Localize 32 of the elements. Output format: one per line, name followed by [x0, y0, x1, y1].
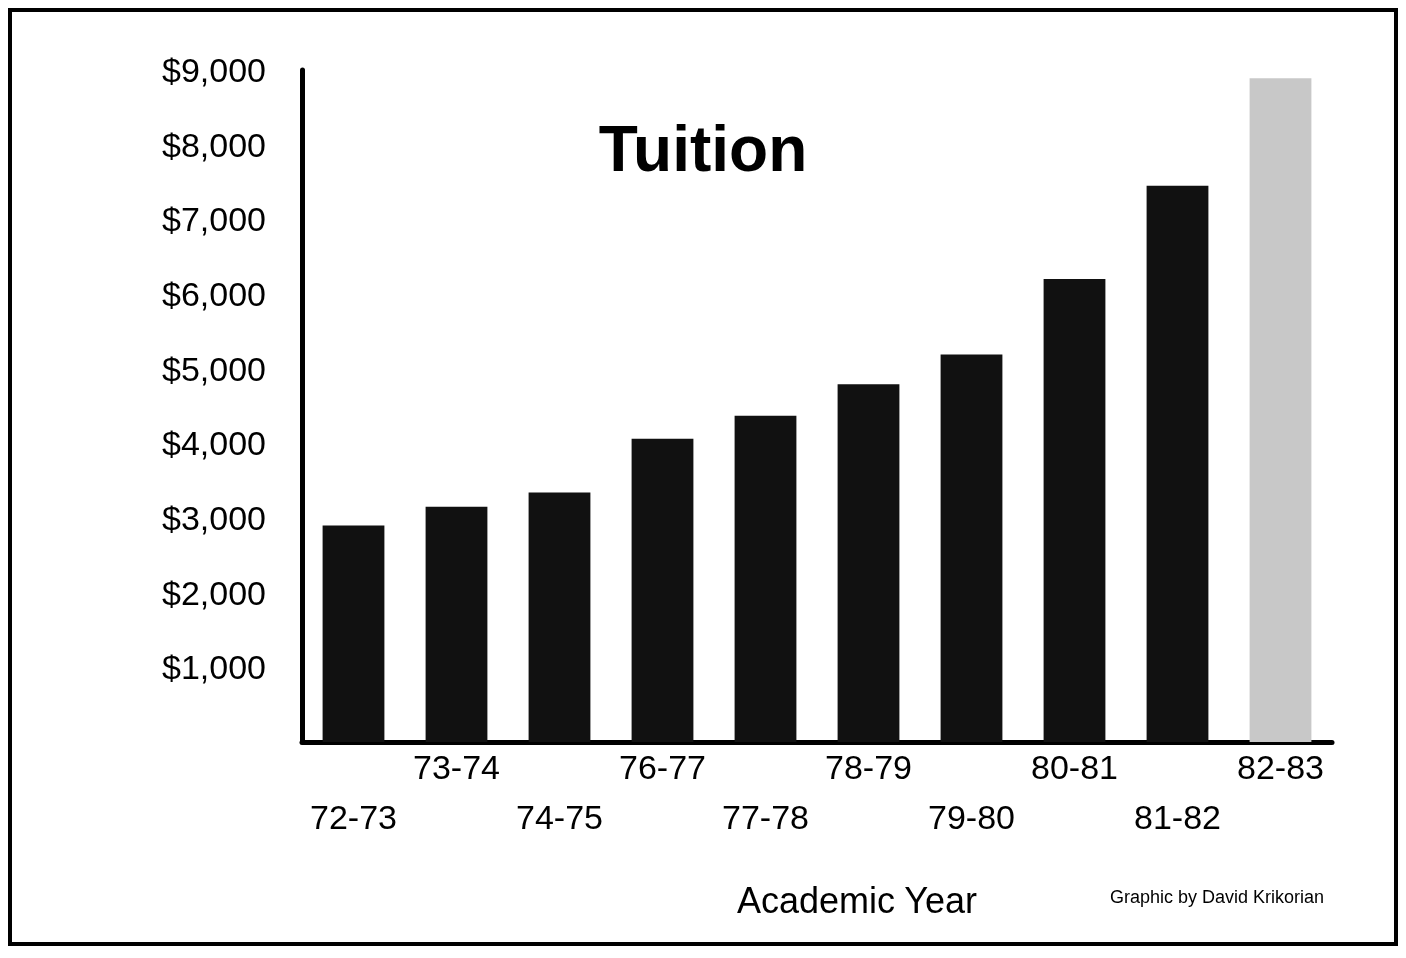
y-tick-label: $8,000 — [162, 125, 266, 164]
y-tick-label: $9,000 — [162, 51, 266, 89]
x-tick-label: 81-82 — [1134, 798, 1221, 836]
bar — [425, 506, 488, 742]
x-tick-label: 74-75 — [516, 798, 603, 836]
bar — [631, 438, 694, 742]
x-tick-label: 82-83 — [1237, 748, 1324, 786]
y-tick-label: $6,000 — [162, 275, 266, 313]
y-tick-label: $1,000 — [162, 648, 266, 687]
x-tick-label: 73-74 — [413, 748, 500, 786]
bar — [1249, 78, 1312, 742]
y-tick-label: $4,000 — [162, 424, 266, 463]
x-tick-label: 79-80 — [928, 798, 1015, 836]
bar — [940, 354, 1003, 742]
bar — [1146, 185, 1209, 742]
y-tick-label: $7,000 — [162, 200, 266, 239]
bar — [837, 384, 900, 742]
bar — [528, 492, 591, 742]
x-tick-label: 76-77 — [619, 748, 706, 786]
y-tick-label: $2,000 — [162, 573, 266, 612]
x-axis-title: Academic Year — [736, 879, 978, 921]
bar — [1043, 279, 1106, 742]
text: Graphic by David Krikorian — [1109, 887, 1325, 907]
y-tick-label: $5,000 — [162, 349, 266, 388]
x-tick-label: 80-81 — [1031, 748, 1118, 786]
x-tick-label: 78-79 — [825, 748, 912, 786]
bar — [734, 415, 797, 742]
x-tick-label: 77-78 — [722, 798, 809, 836]
x-tick-label: 72-73 — [310, 798, 397, 836]
text: Tuition — [598, 113, 808, 185]
y-tick-label: $3,000 — [162, 499, 266, 537]
bar — [322, 525, 385, 742]
